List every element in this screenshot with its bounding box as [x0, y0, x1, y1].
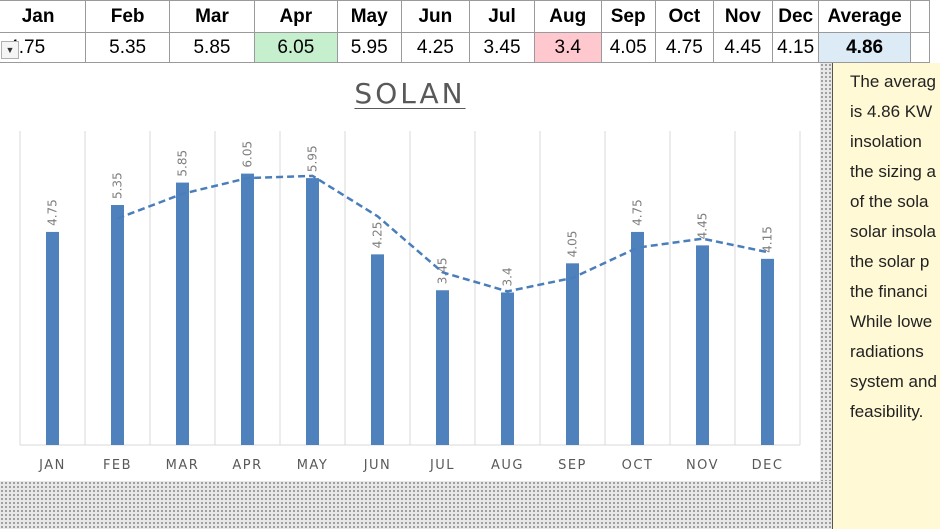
note-line: of the sola [850, 192, 929, 211]
chart-title: SOLAN [354, 77, 466, 110]
data-label: 5.85 [176, 150, 190, 177]
bar-chart: 4.75 JAN 5.35 FEB 5.85 MAR 6.05 APR 5.95 MAY 4.25 J… [19, 131, 801, 473]
bar [631, 231, 644, 445]
chart-selection-border [0, 481, 832, 529]
note-line: radiations [850, 342, 924, 361]
header-cell[interactable]: Nov [712, 0, 773, 33]
header-cell[interactable]: Aug [533, 0, 602, 33]
category-label: OCT [622, 458, 654, 473]
category-label: MAR [166, 458, 200, 473]
header-cell[interactable]: Feb [85, 0, 171, 33]
value-cell[interactable]: 4.05 [600, 32, 656, 63]
header-cell[interactable]: Oct [654, 0, 714, 33]
note-line: solar insola [850, 222, 936, 241]
value-cell[interactable]: 5.95 [336, 32, 402, 63]
bar [566, 263, 579, 445]
data-label: 3.4 [501, 267, 515, 286]
bar [306, 178, 319, 445]
bar [176, 182, 189, 445]
category-label: JUN [363, 458, 392, 473]
category-label: JAN [38, 458, 66, 473]
bar [761, 258, 774, 445]
header-cell[interactable]: Jan [0, 0, 87, 33]
chart-selection-border [820, 63, 832, 481]
data-label: 6.05 [241, 141, 255, 168]
comment-note[interactable]: The averag is 4.86 KW insolation the siz… [832, 63, 940, 529]
note-line: While lowe [850, 312, 933, 331]
header-cell[interactable]: Jul [469, 0, 535, 33]
data-label: 5.35 [111, 172, 125, 199]
category-label: SEP [558, 458, 587, 473]
value-cell[interactable]: 4.75 [654, 32, 714, 63]
note-line: insolation [850, 132, 922, 151]
value-cell[interactable]: 5.85 [169, 32, 255, 63]
empty-cell[interactable] [909, 0, 931, 33]
bar [241, 173, 254, 445]
data-label: 4.75 [631, 199, 645, 226]
bar [46, 231, 59, 445]
value-cell-highest[interactable]: 6.05 [253, 32, 338, 63]
trendline [117, 174, 768, 293]
data-label: 4.05 [566, 231, 580, 258]
header-cell[interactable]: Dec [771, 0, 820, 33]
value-cell-lowest[interactable]: 3.4 [533, 32, 602, 63]
dropdown-arrow-icon[interactable]: ▼ [1, 41, 19, 59]
data-label: 4.25 [371, 222, 385, 249]
data-label: 5.95 [306, 145, 320, 172]
category-label: JUL [429, 458, 455, 473]
bar [501, 292, 514, 445]
header-cell-average[interactable]: Average [818, 0, 911, 33]
note-line: the financi [850, 282, 928, 301]
header-cell[interactable]: Jun [400, 0, 471, 33]
header-cell[interactable]: Apr [253, 0, 338, 33]
value-row: 4.75 5.35 5.85 6.05 5.95 4.25 3.45 3.4 4… [0, 32, 931, 63]
bar [371, 254, 384, 445]
chart-object[interactable]: 4.75 JAN 5.35 FEB 5.85 MAR 6.05 APR 5.95 MAY 4.25 J… [0, 63, 821, 481]
note-line: is 4.86 KW [850, 102, 933, 121]
header-cell[interactable]: May [336, 0, 402, 33]
bar [436, 290, 449, 445]
category-label: MAY [297, 458, 329, 473]
category-label: FEB [103, 458, 132, 473]
spreadsheet-grid: Jan Feb Mar Apr May Jun Jul Aug Sep Oct … [0, 0, 940, 64]
note-line: the solar p [850, 252, 930, 271]
data-table: Jan Feb Mar Apr May Jun Jul Aug Sep Oct … [0, 0, 931, 63]
header-cell[interactable]: Mar [169, 0, 255, 33]
note-line: feasibility. [850, 402, 924, 421]
note-line: system and [850, 372, 937, 391]
data-label: 3.45 [436, 258, 450, 285]
category-label: APR [232, 458, 262, 473]
header-cell[interactable]: Sep [600, 0, 656, 33]
category-label: DEC [752, 458, 784, 473]
data-label: 4.45 [696, 213, 710, 240]
data-label: 4.75 [46, 199, 60, 226]
empty-cell[interactable] [909, 32, 931, 63]
value-cell[interactable]: 3.45 [469, 32, 535, 63]
bar [111, 205, 124, 445]
value-cell[interactable]: 4.45 [712, 32, 773, 63]
value-cell[interactable]: 4.15 [771, 32, 820, 63]
header-row: Jan Feb Mar Apr May Jun Jul Aug Sep Oct … [0, 0, 931, 33]
note-line: the sizing a [850, 162, 936, 181]
category-label: AUG [491, 458, 524, 473]
value-cell[interactable]: 5.35 [85, 32, 171, 63]
value-cell-average[interactable]: 4.86 [818, 32, 911, 63]
value-cell[interactable]: 4.25 [400, 32, 471, 63]
category-label: NOV [686, 458, 719, 473]
note-line: The averag [850, 72, 936, 91]
bar [696, 245, 709, 445]
data-label: 4.15 [761, 226, 775, 253]
